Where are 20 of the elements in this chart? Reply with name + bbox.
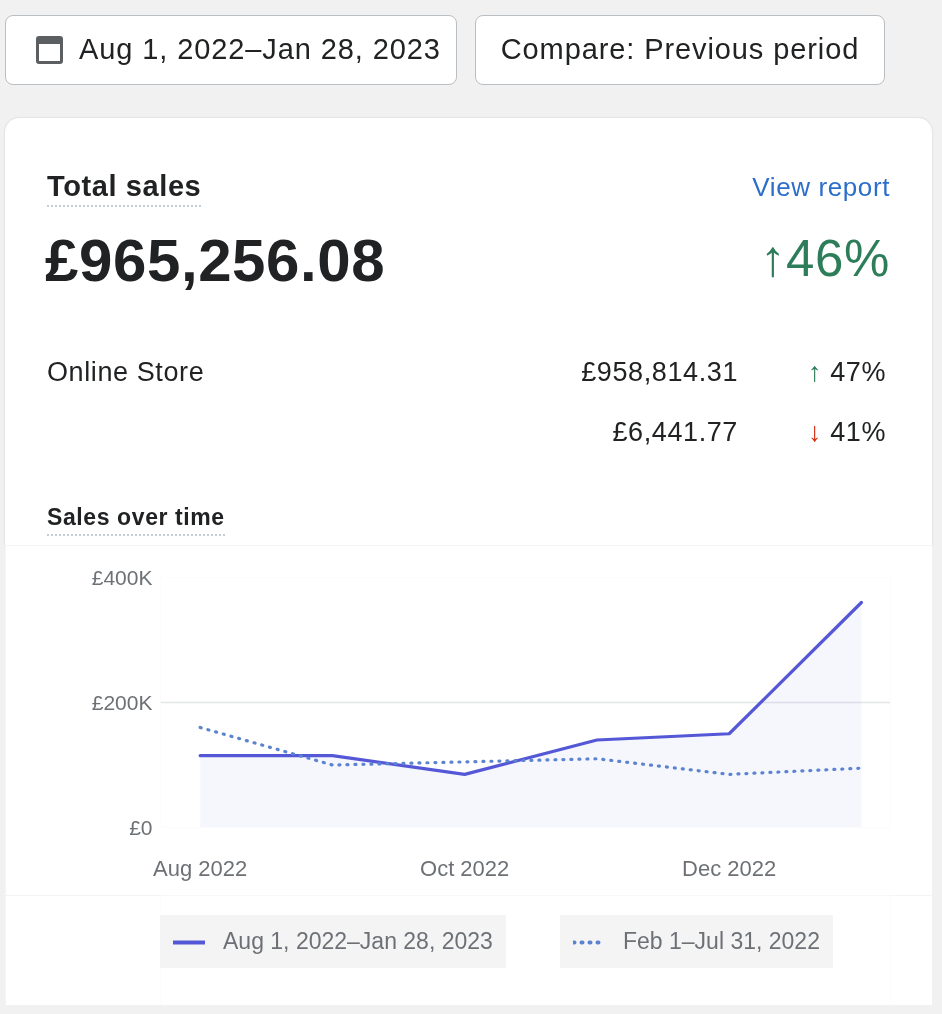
- text: ↑ 47%: [807, 356, 886, 388]
- legend-label: Aug 1, 2022–Jan 28, 2023: [223, 928, 493, 955]
- text: Compare: Previous period: [475, 15, 885, 85]
- text: ↑46%: [760, 230, 890, 288]
- legend-label: Feb 1–Jul 31, 2022: [623, 928, 820, 955]
- text: £965,256.08: [45, 227, 386, 294]
- text: ↓ 41%: [807, 416, 886, 448]
- text: £958,814.31: [581, 356, 738, 388]
- x-tick-label: Aug 2022: [153, 855, 248, 881]
- x-tick-label: Oct 2022: [420, 855, 510, 881]
- text: £6,441.77: [612, 416, 738, 448]
- x-tick-label: Dec 2022: [682, 855, 777, 881]
- text: Total sales: [47, 170, 202, 207]
- text: View report: [752, 171, 890, 203]
- text: Aug 1, 2022–Jan 28, 2023: [79, 32, 441, 68]
- y-tick-label: £200K: [91, 691, 153, 714]
- y-tick-label: £0: [129, 816, 153, 839]
- y-tick-label: £400K: [91, 566, 153, 589]
- text: Online Store: [47, 356, 205, 388]
- chart-title: Sales over time: [47, 504, 225, 536]
